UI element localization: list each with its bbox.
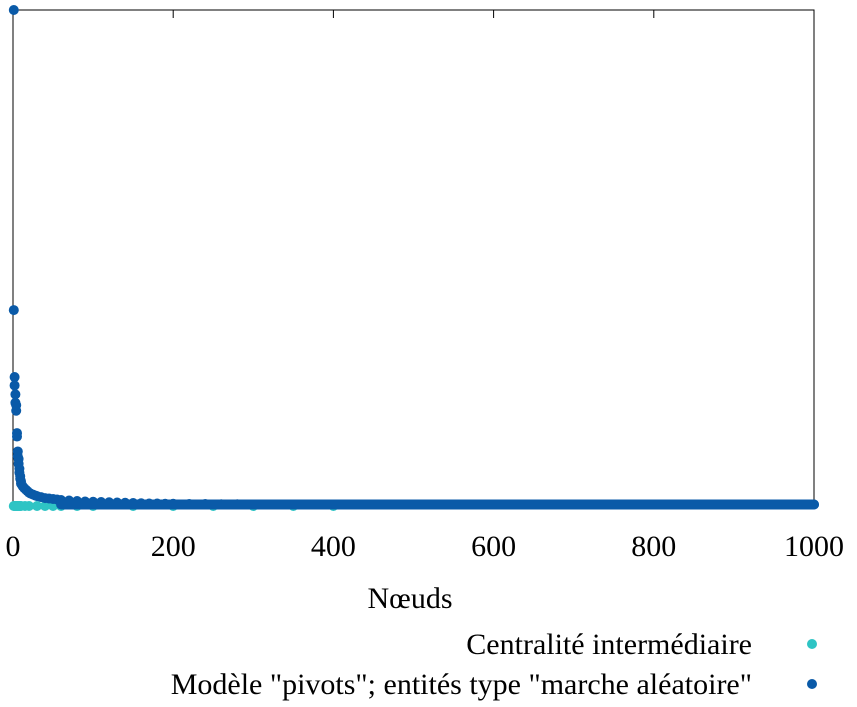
- series-1: [8, 5, 819, 510]
- legend-label: Modèle "pivots"; entités type "marche al…: [171, 668, 752, 701]
- x-tick-label: 800: [631, 530, 676, 563]
- legend-label: Centralité intermédiaire: [466, 628, 752, 661]
- legend-marker: [807, 679, 817, 689]
- x-axis-title: Nœuds: [367, 582, 452, 615]
- x-tick-label: 600: [471, 530, 516, 563]
- x-tick-label: 400: [311, 530, 356, 563]
- series-layer: [8, 5, 819, 511]
- x-tick-label: 0: [6, 530, 21, 563]
- data-point: [11, 405, 22, 416]
- legend: Centralité intermédiaire Modèle "pivots";…: [171, 628, 817, 701]
- data-point: [10, 389, 21, 400]
- x-axis-ticks: [12, 10, 815, 508]
- data-point: [32, 501, 43, 511]
- data-point: [8, 305, 19, 316]
- x-tick-label: 1000: [784, 530, 844, 563]
- legend-marker: [807, 639, 817, 649]
- data-point: [12, 431, 23, 442]
- data-point: [24, 501, 35, 511]
- x-tick-label: 200: [151, 530, 196, 563]
- data-point: [8, 5, 19, 15]
- data-point: [40, 501, 51, 511]
- plot-frame: [12, 9, 815, 509]
- data-point: [9, 380, 20, 391]
- data-point: [9, 372, 20, 383]
- x-axis-tick-labels: 0 200 400 600 800 1000: [6, 530, 845, 563]
